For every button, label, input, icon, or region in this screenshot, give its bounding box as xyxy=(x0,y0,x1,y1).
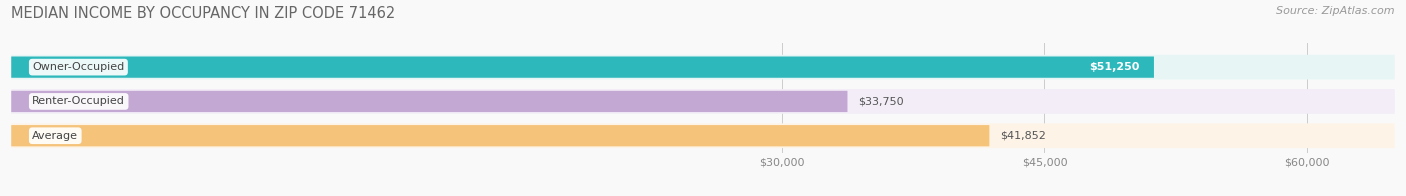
FancyBboxPatch shape xyxy=(11,123,1395,148)
FancyBboxPatch shape xyxy=(11,91,848,112)
Text: MEDIAN INCOME BY OCCUPANCY IN ZIP CODE 71462: MEDIAN INCOME BY OCCUPANCY IN ZIP CODE 7… xyxy=(11,6,395,21)
Text: Source: ZipAtlas.com: Source: ZipAtlas.com xyxy=(1277,6,1395,16)
FancyBboxPatch shape xyxy=(11,89,1395,114)
Text: $51,250: $51,250 xyxy=(1090,62,1140,72)
FancyBboxPatch shape xyxy=(11,55,1395,80)
Text: $41,852: $41,852 xyxy=(1000,131,1046,141)
Text: Renter-Occupied: Renter-Occupied xyxy=(32,96,125,106)
FancyBboxPatch shape xyxy=(11,56,1154,78)
FancyBboxPatch shape xyxy=(11,125,990,146)
Text: Owner-Occupied: Owner-Occupied xyxy=(32,62,125,72)
Text: $33,750: $33,750 xyxy=(858,96,904,106)
Text: Average: Average xyxy=(32,131,79,141)
